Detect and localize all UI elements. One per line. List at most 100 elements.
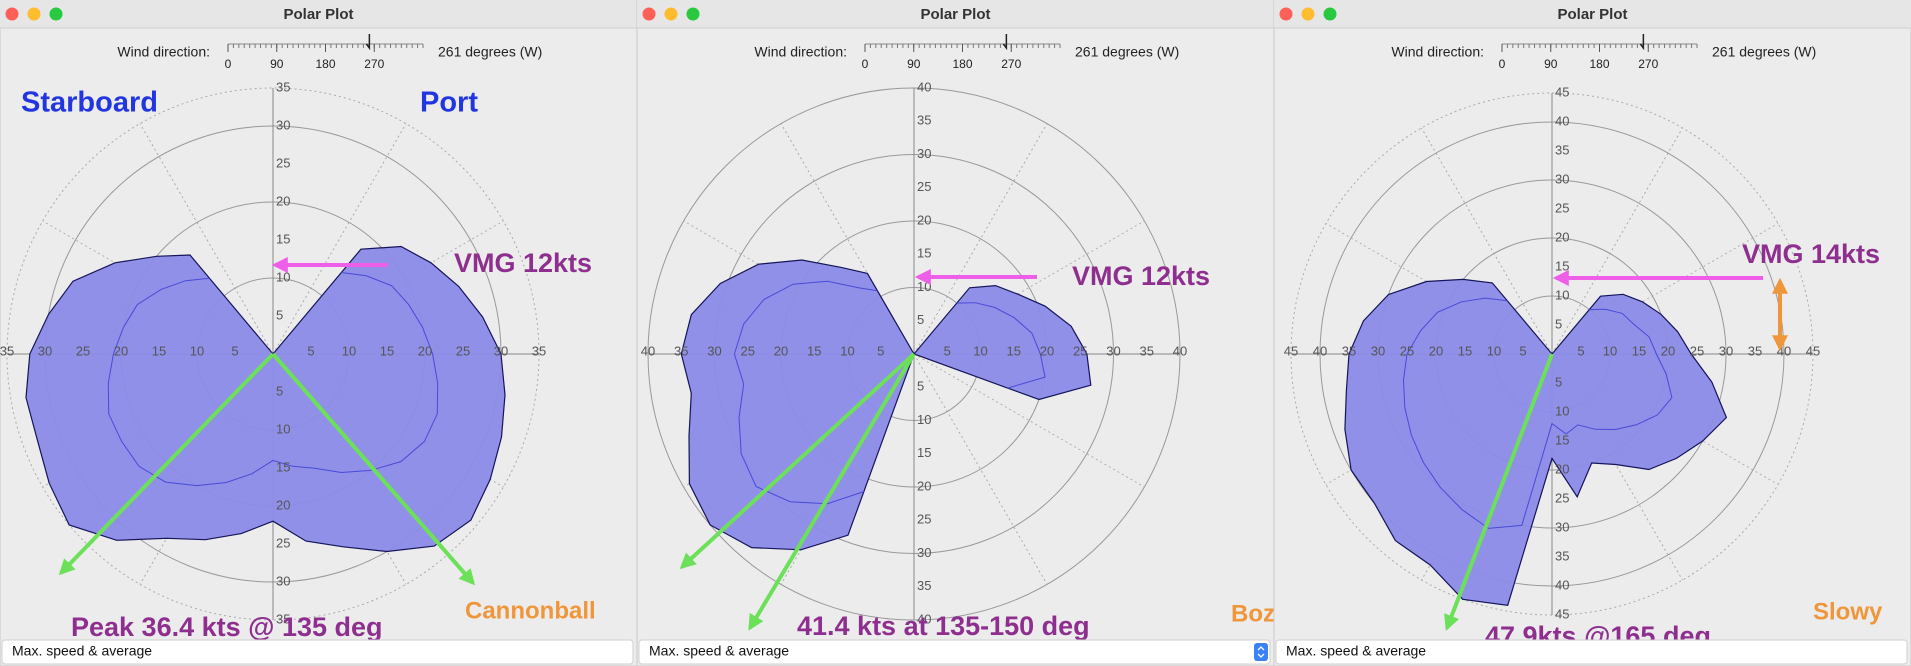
r-tick-label: 5 xyxy=(917,312,924,327)
r-tick-label: 20 xyxy=(917,212,931,227)
window-title: Polar Plot xyxy=(283,6,353,23)
average-speed-line xyxy=(107,272,439,487)
spoke xyxy=(272,123,407,355)
annotation-text: VMG 12kts xyxy=(454,248,592,278)
annotation-arrow xyxy=(271,352,476,586)
r-tick-label: 20 xyxy=(1555,229,1569,244)
dropdown-stepper-arrows xyxy=(1257,646,1265,658)
r-tick-label: 30 xyxy=(276,573,290,588)
r-tick-label: 5 xyxy=(1555,374,1562,389)
slider-tick-label: 270 xyxy=(1001,57,1021,71)
r-tick-label: 5 xyxy=(307,343,314,358)
r-tick-label: 10 xyxy=(276,421,290,436)
r-tick-label: 10 xyxy=(276,269,290,284)
annotation-text: Cannonball xyxy=(465,597,596,624)
r-tick-label: 35 xyxy=(1555,142,1569,157)
r-tick-label: 25 xyxy=(1400,343,1414,358)
r-tick-label: 40 xyxy=(641,343,655,358)
window: Polar Plot Wind direction: 0 90 180 270 261 de… xyxy=(636,0,1275,666)
r-tick-label: 15 xyxy=(1458,343,1472,358)
mode-dropdown[interactable] xyxy=(638,639,1271,665)
slider-thumb[interactable] xyxy=(1002,34,1008,51)
r-tick-label: 35 xyxy=(1748,343,1762,358)
slider-tick-label: 180 xyxy=(952,57,972,71)
zoom-button[interactable] xyxy=(686,7,700,21)
annotation-text: Peak 36.4 kts @ 135 deg xyxy=(71,612,383,642)
spoke xyxy=(1421,127,1553,355)
r-tick-label: 20 xyxy=(114,343,128,358)
r-tick-label: 15 xyxy=(1555,258,1569,273)
r-tick-label: 10 xyxy=(917,412,931,427)
slider-thumb[interactable] xyxy=(365,34,371,51)
spoke xyxy=(139,123,274,355)
r-tick-label: 5 xyxy=(276,383,283,398)
spoke xyxy=(139,353,274,585)
r-tick-label: 30 xyxy=(38,343,52,358)
r-tick-label: 35 xyxy=(674,343,688,358)
dropdown-stepper[interactable] xyxy=(1254,643,1268,661)
mode-dropdown-text: Max. speed & average xyxy=(649,643,789,659)
r-tick-label: 20 xyxy=(1429,343,1443,358)
slider-label: Wind direction: xyxy=(117,44,210,60)
minimize-button[interactable] xyxy=(27,7,41,21)
zoom-button[interactable] xyxy=(1323,7,1337,21)
r-tick-label: 35 xyxy=(0,343,14,358)
wind-direction-value: 261 degrees (W) xyxy=(1712,44,1816,60)
close-button[interactable] xyxy=(642,7,656,21)
max-speed-area xyxy=(680,259,915,551)
max-speed-area xyxy=(25,245,506,553)
slider-thumb[interactable] xyxy=(1639,34,1645,51)
r-tick-label: 5 xyxy=(231,343,238,358)
r-tick-label: 30 xyxy=(276,117,290,132)
zoom-button[interactable] xyxy=(49,7,63,21)
r-tick-label: 20 xyxy=(917,478,931,493)
close-button[interactable] xyxy=(1279,7,1293,21)
annotation-text: 41.4 kts at 135-150 deg xyxy=(797,611,1090,641)
r-tick-label: 35 xyxy=(276,611,290,626)
average-speed-line xyxy=(956,302,1046,389)
r-tick-label: 40 xyxy=(1313,343,1327,358)
r-tick-label: 35 xyxy=(1342,343,1356,358)
r-tick-label: 5 xyxy=(1519,343,1526,358)
close-button[interactable] xyxy=(5,7,19,21)
r-tick-label: 40 xyxy=(1555,113,1569,128)
r-tick-label: 5 xyxy=(944,343,951,358)
r-tick-label: 30 xyxy=(1371,343,1385,358)
minimize-button[interactable] xyxy=(1301,7,1315,21)
r-tick-label: 15 xyxy=(380,343,394,358)
r-tick-label: 15 xyxy=(152,343,166,358)
slider-tick-label: 0 xyxy=(862,57,869,71)
r-tick-label: 30 xyxy=(1719,343,1733,358)
window-title: Polar Plot xyxy=(1557,6,1627,23)
mode-dropdown-text: Max. speed & average xyxy=(1286,643,1426,659)
r-tick-label: 25 xyxy=(1555,200,1569,215)
mode-dropdown[interactable] xyxy=(1275,639,1908,665)
r-tick-label: 35 xyxy=(917,578,931,593)
slider-tick-label: 270 xyxy=(364,57,384,71)
r-tick-label: 20 xyxy=(774,343,788,358)
r-tick-label: 20 xyxy=(1040,343,1054,358)
wind-direction-value: 261 degrees (W) xyxy=(1075,44,1179,60)
spoke xyxy=(1551,353,1683,581)
r-tick-label: 15 xyxy=(1007,343,1021,358)
window: Polar Plot Wind direction: 0 90 180 270 261 de… xyxy=(1273,0,1911,666)
r-tick-label: 45 xyxy=(1284,343,1298,358)
mode-dropdown-text: Max. speed & average xyxy=(12,643,152,659)
slider-tick-label: 270 xyxy=(1638,57,1658,71)
slider-tick-label: 180 xyxy=(315,57,335,71)
mode-dropdown[interactable] xyxy=(1,639,634,665)
spoke xyxy=(683,220,915,355)
annotation-text: Slowy xyxy=(1813,598,1883,625)
r-tick-label: 15 xyxy=(1632,343,1646,358)
r-tick-label: 40 xyxy=(917,611,931,626)
r-tick-label: 35 xyxy=(1555,548,1569,563)
annotation-text: VMG 12kts xyxy=(1072,261,1210,291)
spoke xyxy=(913,123,1048,355)
minimize-button[interactable] xyxy=(664,7,678,21)
r-tick-label: 30 xyxy=(1106,343,1120,358)
r-tick-label: 25 xyxy=(917,179,931,194)
r-tick-label: 15 xyxy=(807,343,821,358)
r-tick-label: 30 xyxy=(1555,519,1569,534)
